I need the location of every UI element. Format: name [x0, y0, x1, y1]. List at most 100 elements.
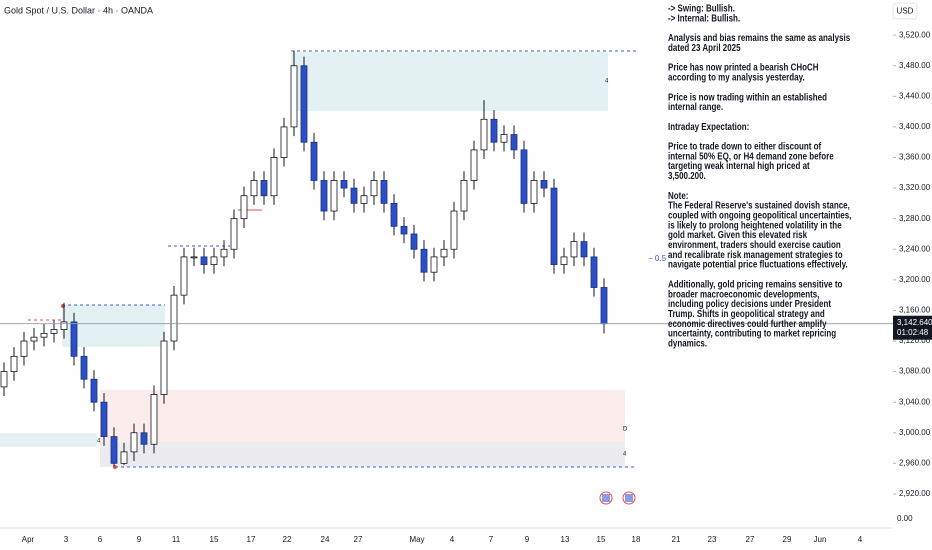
y-tick-label: 3,080.00: [899, 367, 931, 376]
candle-body: [520, 149, 528, 204]
annotation-line: is likely to prolong heightened volatili…: [668, 220, 842, 231]
candle-body: [210, 256, 218, 265]
plot: [0, 50, 893, 467]
x-tick-label: 21: [672, 535, 681, 544]
candle-body: [50, 329, 58, 334]
supply-zone: [291, 52, 608, 111]
candle-body: [330, 180, 338, 212]
candle-body: [180, 256, 188, 296]
candle-body: [120, 451, 128, 464]
annotation-line: Intraday Expectation:: [668, 121, 749, 132]
zone-label: 4: [605, 79, 609, 85]
candle-body: [360, 195, 368, 204]
candle-body: [20, 340, 28, 357]
annotation-line: Note:: [668, 190, 688, 201]
x-tick-label: 15: [597, 535, 606, 544]
candle-body: [440, 248, 448, 258]
currency: USD: [897, 7, 914, 16]
annotation-line: dynamics.: [668, 338, 707, 349]
annotation-line: economic directives could further amplif…: [668, 318, 827, 329]
y-tick-label: 3,120.00: [899, 336, 931, 345]
x-tick-label: 6: [98, 535, 103, 544]
x-tick-label: 18: [632, 535, 641, 544]
candle-body: [150, 394, 158, 445]
x-tick-label: 17: [247, 535, 256, 544]
candle-body: [560, 256, 568, 265]
price-axis: [893, 0, 932, 550]
candle-body: [320, 180, 328, 212]
candle-body: [200, 256, 208, 265]
zone-label: D: [623, 427, 628, 433]
current-price-box: [893, 315, 932, 340]
old-zone: [0, 433, 97, 447]
y-tick-label: 2,960.00: [899, 458, 931, 467]
candle-body: [500, 134, 508, 143]
x-tick-label: 9: [137, 535, 142, 544]
drawings: [0, 50, 637, 469]
y-tick-label: 3,040.00: [899, 397, 931, 406]
annotation-line: internal range.: [668, 101, 723, 112]
candle-body: [290, 65, 298, 128]
y-tick-label: 3,360.00: [899, 153, 931, 162]
y-tick-label: 3,520.00: [899, 30, 931, 39]
x-tick-label: 11: [172, 535, 181, 544]
y-tick-label: 3,240.00: [899, 244, 931, 253]
annotation-line: Trump. Shifts in geopolitical strategy a…: [668, 308, 825, 319]
x-tick-label: 3: [64, 535, 69, 544]
price-scale-bottom: 0.00: [897, 514, 913, 523]
annotation-line: Additionally, gold pricing remains sensi…: [668, 279, 843, 290]
candle-body: [250, 180, 258, 197]
annotation-line: Price to trade down to either discount o…: [668, 141, 822, 152]
candle-body: [280, 126, 288, 158]
annotation-line: coupled with ongoing geopolitical uncert…: [668, 210, 851, 221]
y-tick-label: 3,280.00: [899, 214, 931, 223]
annotation-line: dated 23 April 2025: [668, 42, 741, 53]
candle-body: [420, 248, 428, 273]
candle-body: [270, 157, 278, 197]
candle-body: [370, 180, 378, 197]
y-tick-label: 3,200.00: [899, 275, 931, 284]
annotation-line: including policy decisions under Preside…: [668, 298, 831, 309]
candle-body: [580, 241, 588, 258]
candle-body: [60, 321, 68, 330]
x-tick-label: 15: [210, 535, 219, 544]
candle-body: [170, 294, 178, 342]
x-tick-label: 27: [746, 535, 755, 544]
x-tick-label: 13: [561, 535, 570, 544]
candle-body: [380, 180, 388, 204]
candle-body: [400, 225, 408, 235]
candle-body: [30, 336, 38, 342]
candle-body: [590, 256, 598, 288]
annotation-line: gold market. Given this elevated risk: [668, 229, 808, 240]
annotation-line: broader macroeconomic developments,: [668, 288, 819, 299]
annotation-line: internal 50% EQ, or H4 demand zone befor…: [668, 151, 834, 162]
currency-box: [892, 2, 918, 20]
y-tick-label: 3,320.00: [899, 183, 931, 192]
x-tick-label: 9: [525, 535, 530, 544]
zone-label: 4: [97, 439, 101, 445]
candle-body: [110, 436, 118, 464]
candle-body: [430, 256, 438, 273]
annotation-line: environment, traders should exercise cau…: [668, 239, 841, 250]
y-tick-label: 3,160.00: [899, 306, 931, 315]
candle-body: [390, 202, 398, 227]
annotation-line: Price is now trading within an establish…: [668, 91, 827, 102]
x-tick-label: Apr: [22, 535, 35, 544]
candle-body: [490, 118, 498, 143]
annotation-line: -> Swing: Bullish.: [668, 3, 735, 14]
x-tick-label: 22: [283, 535, 292, 544]
candle-body: [570, 241, 578, 258]
candle-body: [140, 432, 148, 445]
event-icons: [599, 491, 636, 505]
candle-body: [300, 65, 308, 143]
candle-body: [100, 401, 108, 437]
y-tick-label: 3,400.00: [899, 122, 931, 131]
candle-body: [600, 287, 608, 325]
annotation-line: Price has now printed a bearish CHoCH: [668, 62, 819, 73]
candle-body: [350, 187, 358, 204]
y-tick-label: 3,440.00: [899, 91, 931, 100]
annotation: -> Swing: Bullish.-> Internal: Bullish. A…: [668, 3, 851, 349]
candle-body: [450, 210, 458, 250]
